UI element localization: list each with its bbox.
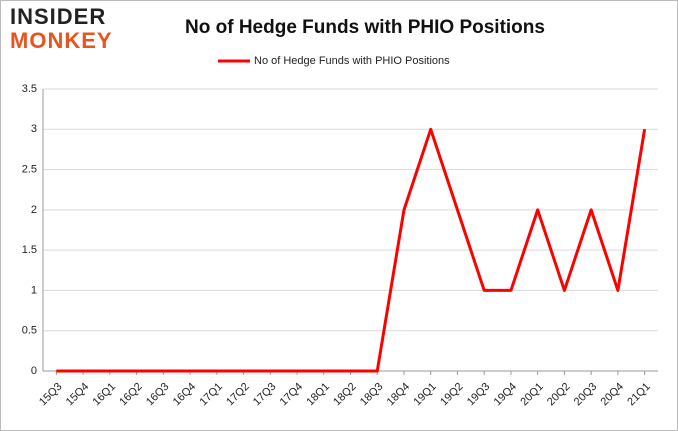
y-tick-label: 1: [31, 284, 37, 296]
y-tick-label: 3: [31, 123, 37, 135]
y-tick-label: 2.5: [22, 163, 37, 175]
logo-line2: MONKEY: [10, 28, 113, 53]
chart-title: No of Hedge Funds with PHIO Positions: [185, 17, 545, 38]
y-tick-label: 3.5: [22, 83, 37, 95]
y-tick-label: 1.5: [22, 244, 37, 256]
legend-label: No of Hedge Funds with PHIO Positions: [254, 55, 450, 67]
y-tick-label: 2: [31, 204, 37, 216]
logo-line1: INSIDER: [10, 4, 106, 29]
y-tick-label: 0: [31, 365, 37, 377]
line-series: [56, 127, 647, 373]
y-tick-label: 0.5: [22, 325, 37, 337]
